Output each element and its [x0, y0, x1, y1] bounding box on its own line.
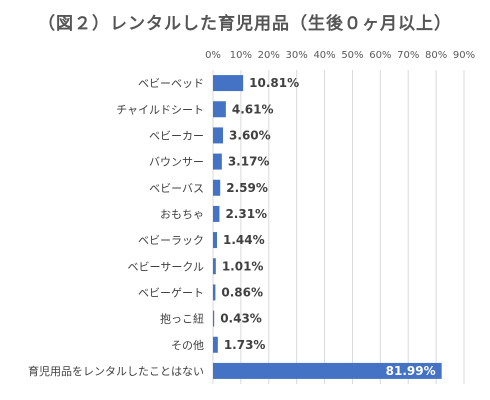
data-label: 1.01%: [222, 259, 264, 273]
x-tick-label: 90%: [453, 50, 475, 61]
bar: [213, 310, 215, 327]
category-labels: ベビーベッドチャイルドシートベビーカーバウンサーベビーバスおもちゃベビーラックベ…: [28, 77, 204, 378]
category-label: ベビーゲート: [138, 286, 204, 299]
category-label: おもちゃ: [160, 208, 204, 221]
category-label: ベビーラック: [138, 234, 204, 247]
x-axis-ticks: 0% 10% 20% 30% 40% 50% 60% 70% 80% 90%: [205, 50, 475, 61]
data-label: 0.86%: [221, 285, 263, 299]
bar: [213, 258, 216, 275]
category-label: ベビーベッド: [138, 77, 204, 90]
x-tick-label: 10%: [230, 50, 252, 61]
chart-title: （図２）レンタルした育児用品（生後０ヶ月以上）: [38, 14, 452, 34]
data-label: 2.59%: [226, 181, 268, 195]
category-label: 抱っこ紐: [160, 312, 204, 326]
value-labels: 10.81% 4.61% 3.60% 3.17% 2.59% 2.31% 1.44% 1.01…: [220, 76, 435, 378]
category-label: チャイルドシート: [116, 103, 204, 116]
gridlines: [212, 70, 465, 384]
x-tick-label: 20%: [258, 50, 280, 61]
x-tick-label: 70%: [397, 50, 419, 61]
bar: [213, 153, 222, 170]
category-label: その他: [171, 339, 204, 352]
data-label: 1.44%: [223, 233, 265, 247]
data-label: 4.61%: [232, 102, 274, 116]
bar: [213, 75, 244, 92]
data-label: 0.43%: [220, 312, 262, 326]
bar: [213, 101, 226, 118]
data-label: 1.73%: [224, 338, 266, 352]
bar: [213, 127, 224, 144]
bar: [213, 179, 221, 196]
category-label: ベビーカー: [149, 129, 204, 142]
category-label: バウンサー: [149, 156, 204, 169]
bar: [213, 336, 218, 353]
data-label: 3.60%: [229, 128, 271, 142]
bar: [213, 362, 442, 379]
data-label: 81.99%: [386, 364, 436, 378]
data-label: 3.17%: [228, 155, 270, 169]
bars: [213, 75, 442, 379]
x-tick-label: 50%: [341, 50, 363, 61]
x-tick-label: 0%: [205, 50, 221, 61]
x-tick-label: 80%: [425, 50, 447, 61]
category-label: ベビーバス: [149, 182, 204, 195]
x-tick-label: 40%: [313, 50, 335, 61]
data-label: 2.31%: [225, 207, 267, 221]
x-tick-label: 30%: [286, 50, 308, 61]
data-label: 10.81%: [249, 76, 299, 90]
x-tick-label: 60%: [369, 50, 391, 61]
category-label: ベビーサークル: [128, 260, 204, 273]
bar: [213, 284, 216, 301]
bar: [213, 232, 218, 249]
category-label: 育児用品をレンタルしたことはない: [28, 364, 204, 378]
bar: [213, 205, 220, 222]
